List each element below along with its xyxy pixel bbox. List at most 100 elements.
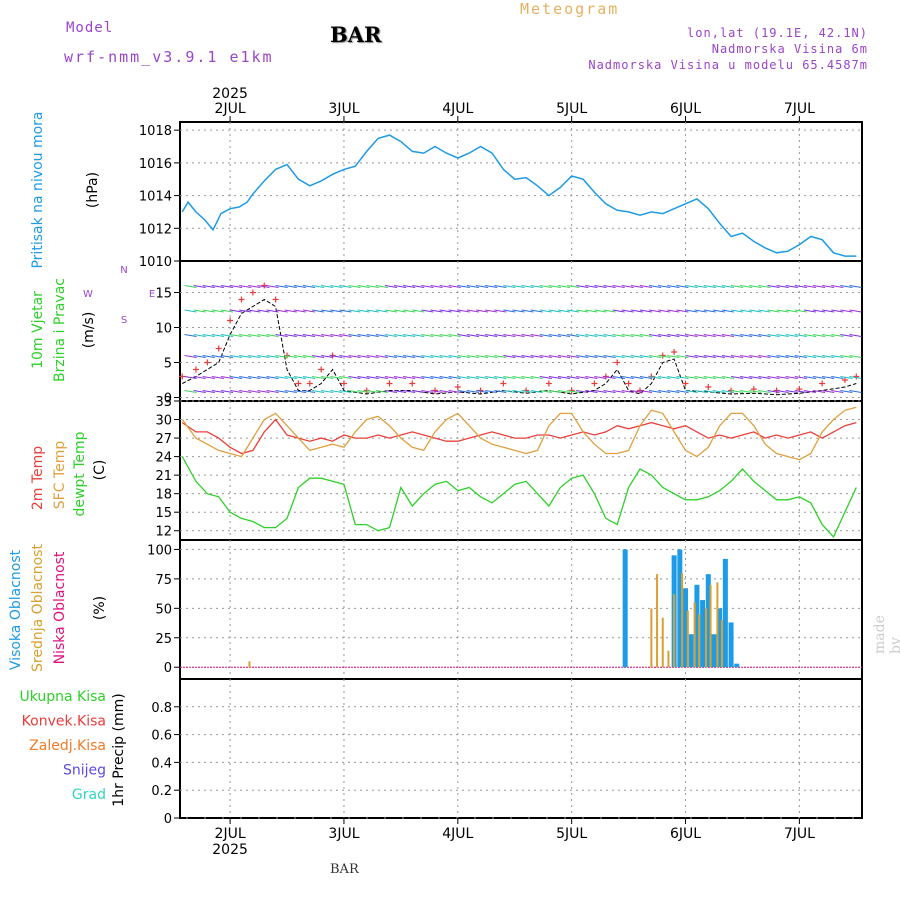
wind-arrow — [840, 355, 853, 358]
wind-arrow — [266, 285, 279, 288]
wind-arrow — [831, 285, 844, 288]
wind-arrow — [630, 334, 643, 337]
wind-arrow — [475, 309, 489, 313]
wind-arrow — [639, 334, 653, 337]
wind-arrow — [193, 355, 206, 358]
wind-arrow — [630, 355, 643, 358]
wind-arrow — [594, 285, 607, 288]
wind-arrow — [539, 309, 552, 313]
wind-arrow — [685, 285, 698, 288]
wind-arrow — [712, 390, 725, 393]
wind-arrow — [822, 309, 835, 313]
compass-letter: W — [83, 289, 93, 300]
wind-arrow — [384, 390, 398, 393]
wind-arrow — [239, 376, 252, 379]
wind-arrow — [220, 390, 234, 393]
wind-arrow — [302, 390, 316, 393]
wind-arrow — [230, 285, 243, 288]
precip-legend-item: Konvek.Kisa — [22, 714, 106, 730]
wind-arrow — [539, 390, 552, 393]
wind-arrow — [822, 285, 835, 288]
wind-arrow — [512, 355, 525, 358]
wind-arrow — [485, 376, 498, 379]
top-year-label: 2025 — [212, 86, 248, 102]
wind-arrow — [494, 355, 507, 358]
wind-arrow — [439, 309, 452, 313]
wind-arrow — [293, 355, 306, 358]
panel-labels: N E S W Ukupna Kisa Konvek.Kisa Zaledj.Kisa Sni… — [8, 111, 155, 806]
wind-arrow — [266, 390, 279, 393]
wind-arrow — [503, 334, 516, 337]
wind-arrow — [239, 334, 252, 337]
wind-arrow — [466, 376, 480, 379]
wind-arrow — [503, 355, 516, 358]
wind-arrow — [384, 355, 398, 358]
wind-arrow — [794, 376, 807, 379]
gust-point — [318, 366, 325, 373]
wind-arrow — [293, 334, 306, 337]
wind-arrow — [776, 355, 789, 358]
wind-arrow — [758, 376, 771, 379]
wind-arrow — [248, 309, 261, 313]
wind-arrow — [758, 285, 771, 288]
wind-arrow — [658, 334, 671, 337]
wind-arrow — [521, 376, 534, 379]
wind-arrow — [311, 309, 325, 313]
wind-arrow — [193, 376, 206, 379]
wind-arrow — [485, 285, 498, 288]
wind-arrow — [639, 390, 653, 393]
wind-arrow — [612, 285, 625, 288]
wind-arrow — [557, 390, 571, 393]
gust-point — [705, 384, 712, 390]
gust-point — [853, 373, 860, 380]
wind-arrow — [284, 285, 297, 288]
y-tick-label: 0.4 — [151, 756, 172, 771]
gust-point — [545, 380, 552, 387]
wind-arrow — [594, 309, 607, 313]
wind-arrow — [220, 355, 234, 358]
panel-frame — [179, 121, 863, 262]
wind-arrow — [840, 309, 853, 313]
wind-arrow — [357, 376, 370, 379]
wind-arrow — [266, 334, 279, 337]
wind-arrow — [330, 355, 343, 358]
wind-ylabel-2: Brzina i Pravac — [52, 278, 68, 382]
gust-point — [386, 380, 393, 387]
elevation-label: Nadmorska Visina 6m — [711, 42, 868, 56]
wind-arrow — [393, 285, 407, 288]
wind-arrow — [430, 334, 443, 337]
wind-arrow — [284, 309, 297, 313]
wind-arrow — [585, 334, 598, 337]
model-elevation-label: Nadmorska Visina u modelu 65.4587m — [588, 58, 868, 72]
y-tick-label: 12 — [155, 525, 172, 540]
wind-arrow — [457, 309, 470, 313]
y-tick-label: 27 — [155, 432, 172, 447]
wind-arrow — [448, 390, 461, 393]
wind-arrow — [749, 309, 762, 313]
bottom-day-label: 2JUL — [215, 826, 246, 842]
wind-arrow — [749, 285, 762, 288]
wind-arrow — [539, 334, 552, 337]
top-day-label: 5JUL — [556, 101, 587, 117]
wind-arrow — [403, 285, 416, 288]
wind-arrow — [321, 334, 334, 337]
wind-panel: 0 5 10 15 — [155, 260, 863, 407]
wind-arrow — [393, 309, 407, 313]
wind-arrow — [603, 390, 616, 393]
wind-arrow — [649, 390, 662, 393]
wind-arrow — [311, 334, 325, 337]
cloud-bar — [698, 614, 701, 668]
wind-arrow — [658, 309, 671, 313]
wind-arrow — [658, 285, 671, 288]
wind-arrow — [712, 376, 725, 379]
wind-arrow — [466, 355, 480, 358]
wind-arrow — [475, 376, 489, 379]
cloud-bar — [622, 549, 628, 668]
temp-ylabel-dewpt: dewpt Temp — [72, 431, 88, 516]
wind-arrow — [812, 390, 826, 393]
cloud-bar — [700, 600, 706, 668]
wind-arrow — [403, 390, 416, 393]
wind-arrow — [822, 334, 835, 337]
wind-arrow — [275, 390, 288, 393]
wind-arrow — [494, 390, 507, 393]
